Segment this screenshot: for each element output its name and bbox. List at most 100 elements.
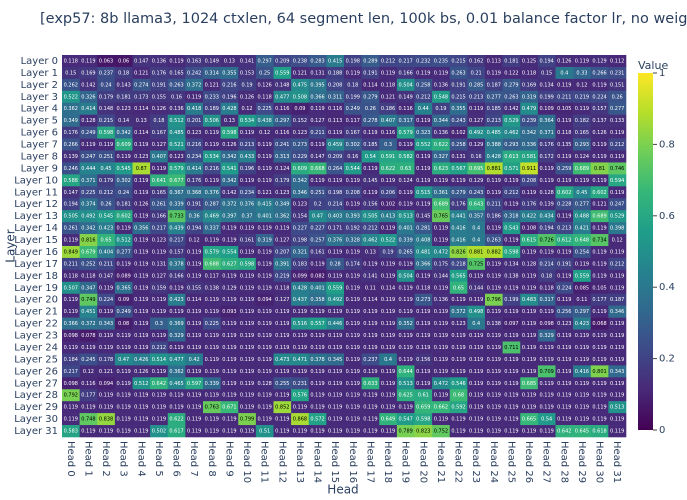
heatmap-cell <box>555 90 574 104</box>
heatmap-cell <box>379 210 398 223</box>
heatmap-cell <box>273 126 292 139</box>
x-tick-label: Head 5 <box>153 441 164 477</box>
heatmap-cell <box>344 174 362 187</box>
cell-label: 0.119 <box>328 345 342 351</box>
cell-label: 0.078 <box>81 333 95 339</box>
y-tick-label: Layer 29 <box>14 402 58 413</box>
cell-label: 0.849 <box>64 249 78 255</box>
heatmap-cell <box>326 210 345 223</box>
cell-label: 0.138 <box>205 285 219 291</box>
cell-label: 0.131 <box>451 154 465 160</box>
cell-label: 0.4 <box>472 226 480 232</box>
heatmap-cell <box>537 222 556 235</box>
cell-label: 0.662 <box>434 405 448 411</box>
cell-label: 0.119 <box>152 333 166 339</box>
heatmap-cell <box>62 174 80 187</box>
cell-label: 0.685 <box>522 381 536 387</box>
cell-label: 0.765 <box>434 214 448 220</box>
heatmap-cell <box>361 234 380 247</box>
heatmap-cell <box>537 246 556 259</box>
cell-label: 0.094 <box>99 381 113 387</box>
cell-label: 0.105 <box>592 285 606 291</box>
cell-label: 0.327 <box>434 154 448 160</box>
cell-label: 0.217 <box>64 369 78 375</box>
cell-label: 0.28 <box>330 261 341 267</box>
heatmap-cell <box>344 90 362 104</box>
cell-label: 0.119 <box>592 261 606 267</box>
cell-label: 0.119 <box>592 333 606 339</box>
heatmap-cell <box>361 186 380 199</box>
heatmap-cell <box>62 186 80 199</box>
cell-label: 0.119 <box>487 429 501 435</box>
cell-label: 0.118 <box>381 82 395 88</box>
heatmap-cell <box>485 90 503 104</box>
heatmap-cell <box>414 78 433 92</box>
cell-label: 0.588 <box>64 178 78 184</box>
heatmap-cell <box>449 222 468 235</box>
y-tick-label: Layer 6 <box>21 128 58 139</box>
cell-label: 0.185 <box>363 142 377 148</box>
heatmap-cell <box>97 90 116 104</box>
cell-label: 0.156 <box>363 202 377 208</box>
cell-label: 0.393 <box>346 214 360 220</box>
cell-label: 0.119 <box>275 369 289 375</box>
cell-label: 0.114 <box>363 297 377 303</box>
colorbar-tick-label: 0.4 <box>659 282 675 293</box>
cell-label: 0.119 <box>169 58 183 64</box>
cell-label: 0.119 <box>310 369 324 375</box>
cell-label: 0.119 <box>469 297 483 303</box>
heatmap-cell <box>414 90 433 104</box>
heatmap-cell <box>185 138 204 151</box>
cell-label: 0.119 <box>416 345 430 351</box>
cell-label: 0.401 <box>310 285 324 291</box>
cell-label: 0.119 <box>293 369 307 375</box>
cell-label: 0.15 <box>65 70 76 76</box>
heatmap-cell <box>573 174 592 187</box>
cell-label: 0.119 <box>469 273 483 279</box>
cell-label: 0.119 <box>99 285 113 291</box>
cell-label: 0.119 <box>99 405 113 411</box>
cell-label: 0.263 <box>487 238 501 244</box>
heatmap-cell <box>520 174 539 187</box>
heatmap-cell <box>185 162 204 175</box>
cell-label: 0.119 <box>346 357 360 363</box>
cell-label: 0.545 <box>99 214 113 220</box>
heatmap-cell <box>502 257 521 271</box>
heatmap-cell <box>326 269 345 283</box>
cell-label: 0.155 <box>187 285 201 291</box>
heatmap-cell <box>114 114 133 127</box>
cell-label: 0.227 <box>293 226 307 232</box>
heatmap-cell <box>432 162 451 175</box>
cell-label: 0.277 <box>117 249 131 255</box>
cell-label: 0.342 <box>293 178 307 184</box>
heatmap-cell <box>238 126 257 139</box>
cell-label: 0.141 <box>240 58 254 64</box>
cell-label: 0.194 <box>540 226 554 232</box>
heatmap-cell <box>414 210 433 223</box>
cell-label: 0.119 <box>610 249 624 255</box>
cell-label: 0.177 <box>81 393 95 399</box>
heatmap-cell <box>361 66 380 80</box>
cell-label: 0.475 <box>293 82 307 88</box>
heatmap-cell <box>520 114 539 127</box>
cell-label: 0.591 <box>381 154 395 160</box>
heatmap-cell <box>132 90 151 104</box>
cell-label: 0.119 <box>504 202 518 208</box>
cell-label: 0.116 <box>328 106 342 112</box>
cell-label: 0.136 <box>434 130 448 136</box>
cell-label: 0.513 <box>610 405 624 411</box>
cell-label: 0.212 <box>504 190 518 196</box>
cell-label: 0.068 <box>592 321 606 327</box>
cell-label: 0.119 <box>240 226 254 232</box>
heatmap-cell <box>608 114 627 127</box>
cell-label: 0.114 <box>187 297 201 303</box>
heatmap-cell <box>308 269 327 283</box>
cell-label: 0.259 <box>557 166 571 172</box>
cell-label: 0.119 <box>610 429 624 435</box>
cell-label: 0.582 <box>399 154 413 160</box>
cell-label: 0.102 <box>381 202 395 208</box>
cell-label: 0.171 <box>328 226 342 232</box>
cell-label: 0.407 <box>381 118 395 124</box>
cell-label: 0.119 <box>540 309 554 315</box>
cell-label: 0.249 <box>117 309 131 315</box>
